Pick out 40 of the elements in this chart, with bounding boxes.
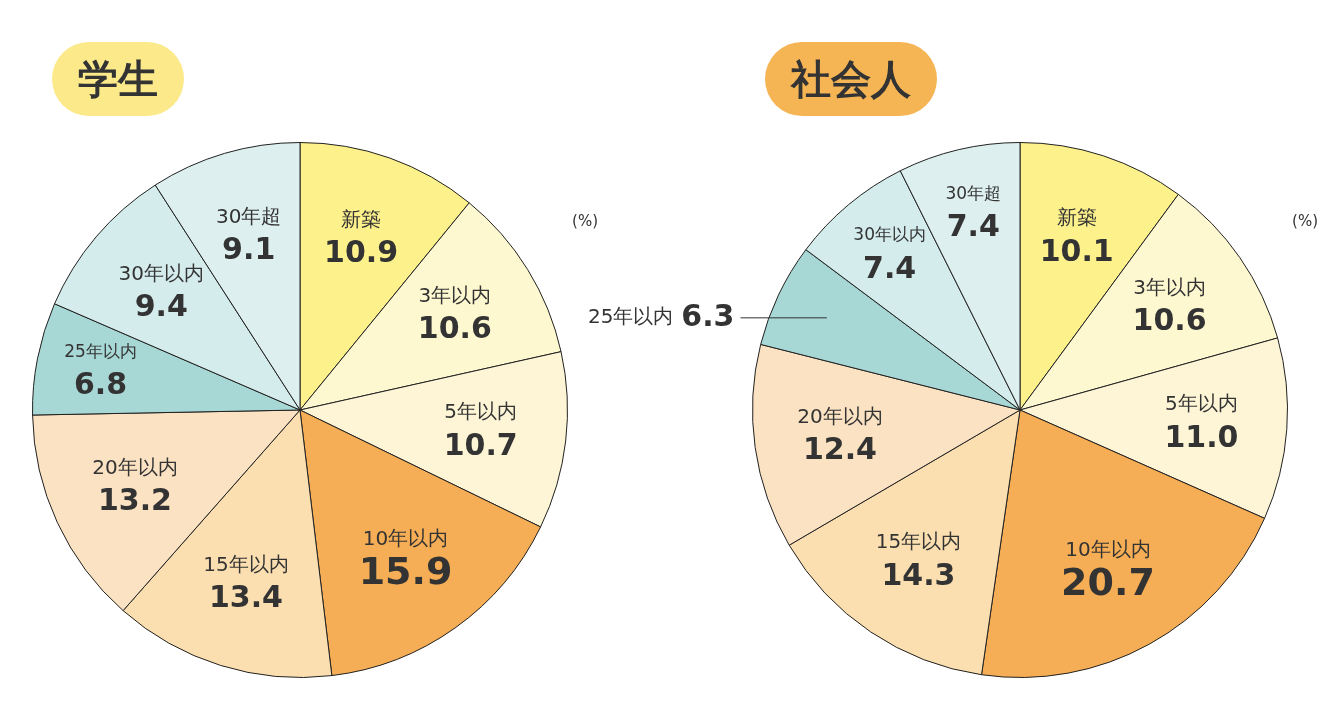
data-label: 20.7 — [1061, 560, 1155, 605]
slice-label: 15年以内 — [875, 529, 962, 554]
slice-label: 30年超 — [945, 182, 1002, 203]
data-label: 10.1 — [1039, 232, 1114, 268]
slice-label: 5年以内 — [1165, 391, 1238, 416]
text: (%) — [572, 211, 598, 230]
slice-label: 30年超 — [215, 203, 282, 228]
slice-label: 新築 — [1056, 205, 1097, 230]
data-label: 10.9 — [324, 234, 399, 270]
slice-label: 20年以内 — [92, 454, 178, 479]
chart-title: 学生 — [52, 42, 184, 116]
slice-label: 25年以内 — [587, 304, 674, 329]
data-label: 6.3 — [681, 297, 735, 333]
data-label: 11.0 — [1164, 418, 1239, 454]
data-label: 12.4 — [802, 431, 877, 467]
slice-label: 30年以内 — [118, 260, 205, 285]
slice-label: 5年以内 — [444, 399, 518, 424]
slice-label: 3年以内 — [1133, 274, 1206, 299]
data-label: 10.6 — [417, 310, 492, 346]
slice-label: 25年以内 — [64, 341, 137, 362]
data-label: 10.6 — [1132, 302, 1207, 338]
slice-label: 3年以内 — [418, 282, 492, 307]
slice-label: 10年以内 — [362, 526, 449, 551]
data-label: 15.9 — [358, 549, 453, 594]
data-label: 13.4 — [208, 579, 283, 615]
data-label: 6.8 — [73, 366, 128, 402]
data-label: 13.2 — [97, 482, 172, 518]
data-label: 9.4 — [134, 288, 188, 324]
slice-label: 新築 — [341, 206, 382, 231]
slice-label: 30年以内 — [853, 224, 926, 245]
data-label: 7.4 — [863, 249, 917, 285]
text: (%) — [1292, 211, 1318, 230]
slice-label: 10年以内 — [1065, 537, 1151, 562]
data-label: 14.3 — [881, 556, 956, 592]
slice-label: 20年以内 — [797, 403, 883, 428]
data-label: 10.7 — [443, 426, 518, 462]
chart-title: 社会人 — [765, 42, 937, 116]
data-label: 9.1 — [222, 231, 276, 267]
data-label: 7.4 — [946, 207, 1000, 243]
slice-label: 15年以内 — [203, 551, 289, 576]
